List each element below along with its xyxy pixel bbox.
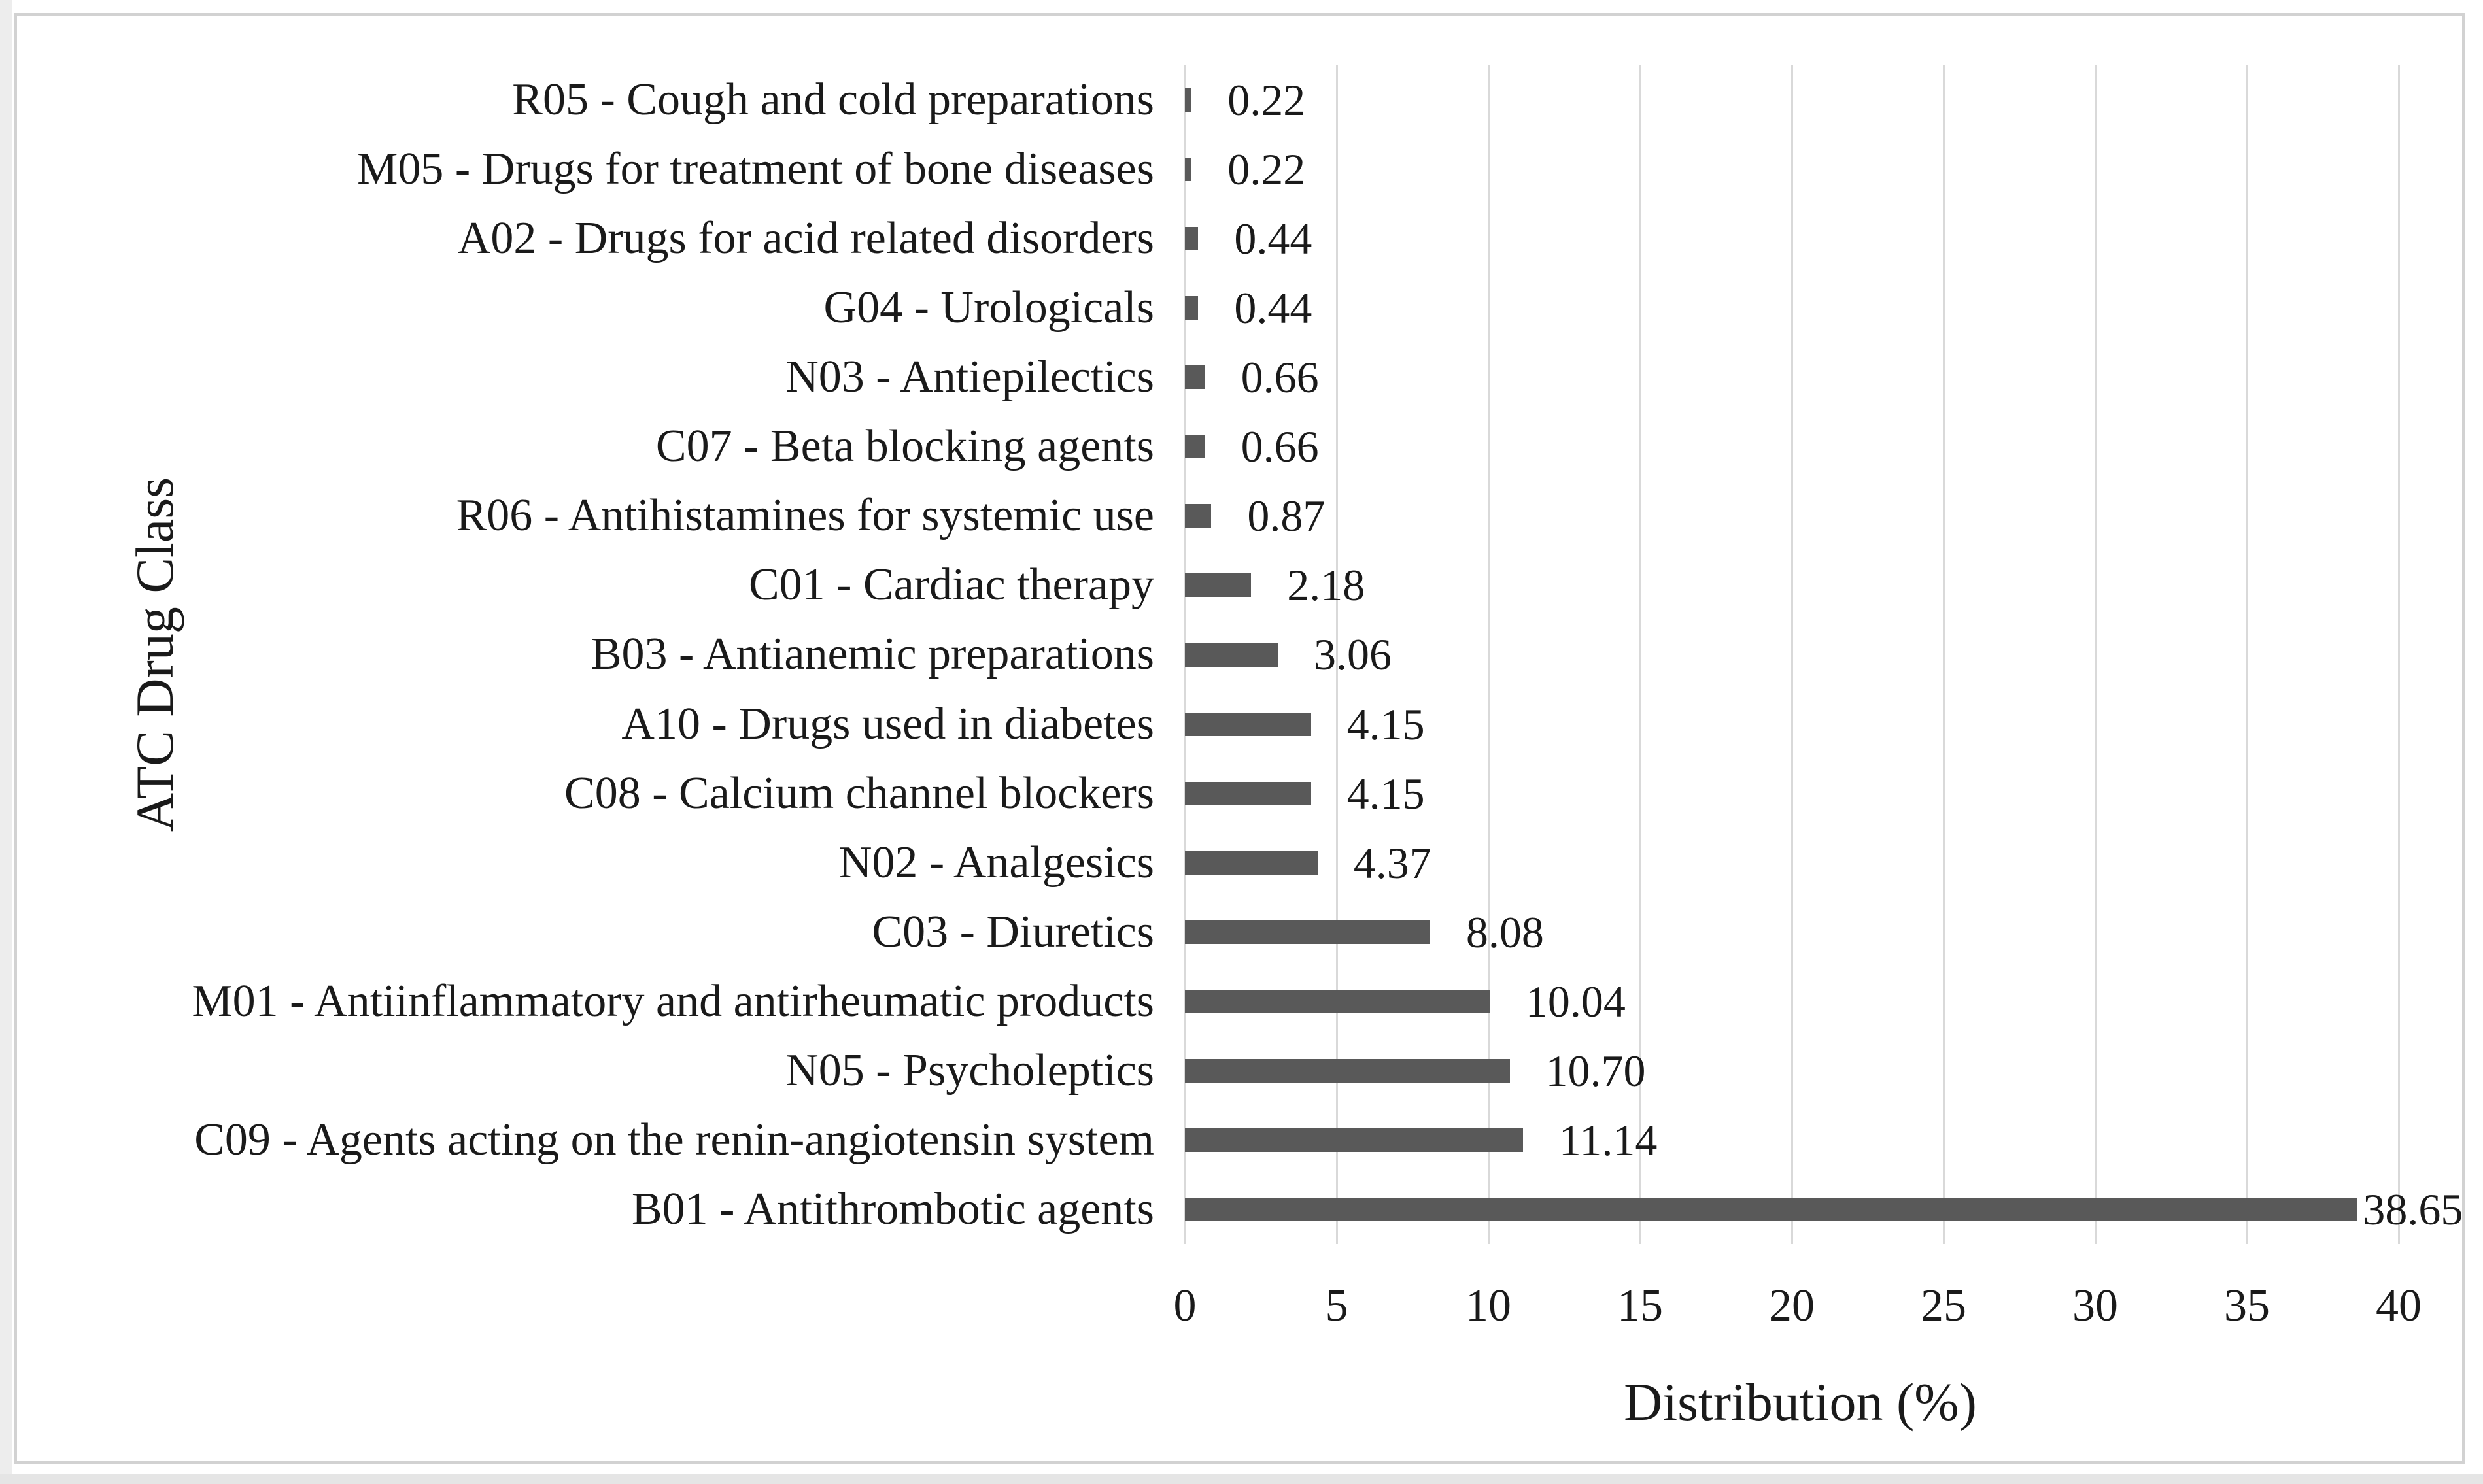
gridline: [1487, 65, 1490, 1244]
value-label: 3.06: [1314, 630, 1392, 680]
value-label: 8.08: [1465, 907, 1544, 957]
bar: [1185, 989, 1490, 1013]
category-label: C03 - Diuretics: [872, 906, 1154, 957]
category-label: A10 - Drugs used in diabetes: [621, 698, 1154, 749]
value-label: 4.15: [1346, 699, 1425, 749]
bar: [1185, 851, 1318, 875]
value-label: 38.65: [2363, 1184, 2463, 1234]
gridline: [2397, 65, 2400, 1244]
bar: [1185, 296, 1199, 320]
category-label: M05 - Drugs for treatment of bone diseas…: [357, 144, 1154, 195]
bar: [1185, 781, 1311, 805]
category-label: N03 - Antiepilectics: [785, 352, 1154, 403]
value-label: 0.22: [1227, 75, 1306, 125]
category-label: C08 - Calcium channel blockers: [564, 767, 1154, 818]
category-label: B01 - Antithrombotic agents: [631, 1183, 1154, 1234]
gridline: [1639, 65, 1641, 1244]
value-label: 10.04: [1525, 976, 1626, 1026]
bar: [1185, 365, 1205, 390]
value-label: 10.70: [1545, 1045, 1646, 1096]
category-label: C09 - Agents acting on the renin-angiote…: [194, 1114, 1154, 1165]
bar: [1185, 88, 1192, 112]
gridline: [1790, 65, 1793, 1244]
category-label: A02 - Drugs for acid related disorders: [457, 213, 1154, 264]
value-label: 2.18: [1287, 560, 1365, 611]
x-axis-tick-label: 20: [1769, 1281, 1815, 1331]
page-edge-left-strip: [0, 0, 12, 1484]
x-axis-tick-label: 25: [1921, 1281, 1966, 1331]
value-label: 0.44: [1234, 214, 1312, 264]
bar: [1185, 1197, 2358, 1221]
x-axis-tick-label: 30: [2072, 1281, 2118, 1331]
x-axis-tick-label: 15: [1617, 1281, 1663, 1331]
bar: [1185, 227, 1199, 251]
bar: [1185, 158, 1192, 182]
gridline: [1942, 65, 1945, 1244]
category-label: C07 - Beta blocking agents: [655, 421, 1154, 472]
value-label: 0.44: [1234, 283, 1312, 333]
x-axis-tick-label: 10: [1465, 1281, 1511, 1331]
x-axis-tick-label: 40: [2376, 1281, 2422, 1331]
category-label: C01 - Cardiac therapy: [748, 560, 1154, 611]
value-label: 11.14: [1558, 1115, 1658, 1165]
value-label: 0.66: [1241, 422, 1319, 472]
gridline: [2094, 65, 2097, 1244]
y-axis-title: ATC Drug Class: [125, 477, 184, 832]
category-label: N02 - Analgesics: [838, 837, 1154, 888]
bar: [1185, 643, 1278, 667]
value-label: 0.22: [1227, 144, 1306, 195]
page-edge-bottom-strip: [0, 1474, 2483, 1484]
category-label: G04 - Urologicals: [823, 282, 1154, 333]
bar: [1185, 1058, 1510, 1083]
category-label: M01 - Antiinflammatory and antirheumatic…: [192, 975, 1154, 1026]
gridline: [1335, 65, 1338, 1244]
category-label: R05 - Cough and cold preparations: [512, 75, 1154, 125]
x-axis-title: Distribution (%): [1624, 1372, 1977, 1432]
figure-frame: [14, 13, 2465, 1464]
x-axis-tick-label: 0: [1173, 1281, 1197, 1331]
bar: [1185, 1128, 1523, 1152]
x-axis-tick-label: 5: [1325, 1281, 1348, 1331]
value-label: 4.37: [1353, 837, 1431, 888]
category-label: N05 - Psycholeptics: [785, 1045, 1154, 1096]
category-label: R06 - Antihistamines for systemic use: [456, 490, 1154, 541]
bar: [1185, 712, 1311, 736]
bar: [1185, 920, 1430, 944]
bar: [1185, 435, 1205, 459]
value-label: 4.15: [1346, 768, 1425, 818]
bar: [1185, 504, 1212, 528]
gridline: [2246, 65, 2248, 1244]
category-label: B03 - Antianemic preparations: [591, 629, 1154, 680]
value-label: 0.87: [1247, 491, 1326, 541]
value-label: 0.66: [1241, 352, 1319, 403]
bar: [1185, 573, 1252, 598]
x-axis-tick-label: 35: [2224, 1281, 2270, 1331]
